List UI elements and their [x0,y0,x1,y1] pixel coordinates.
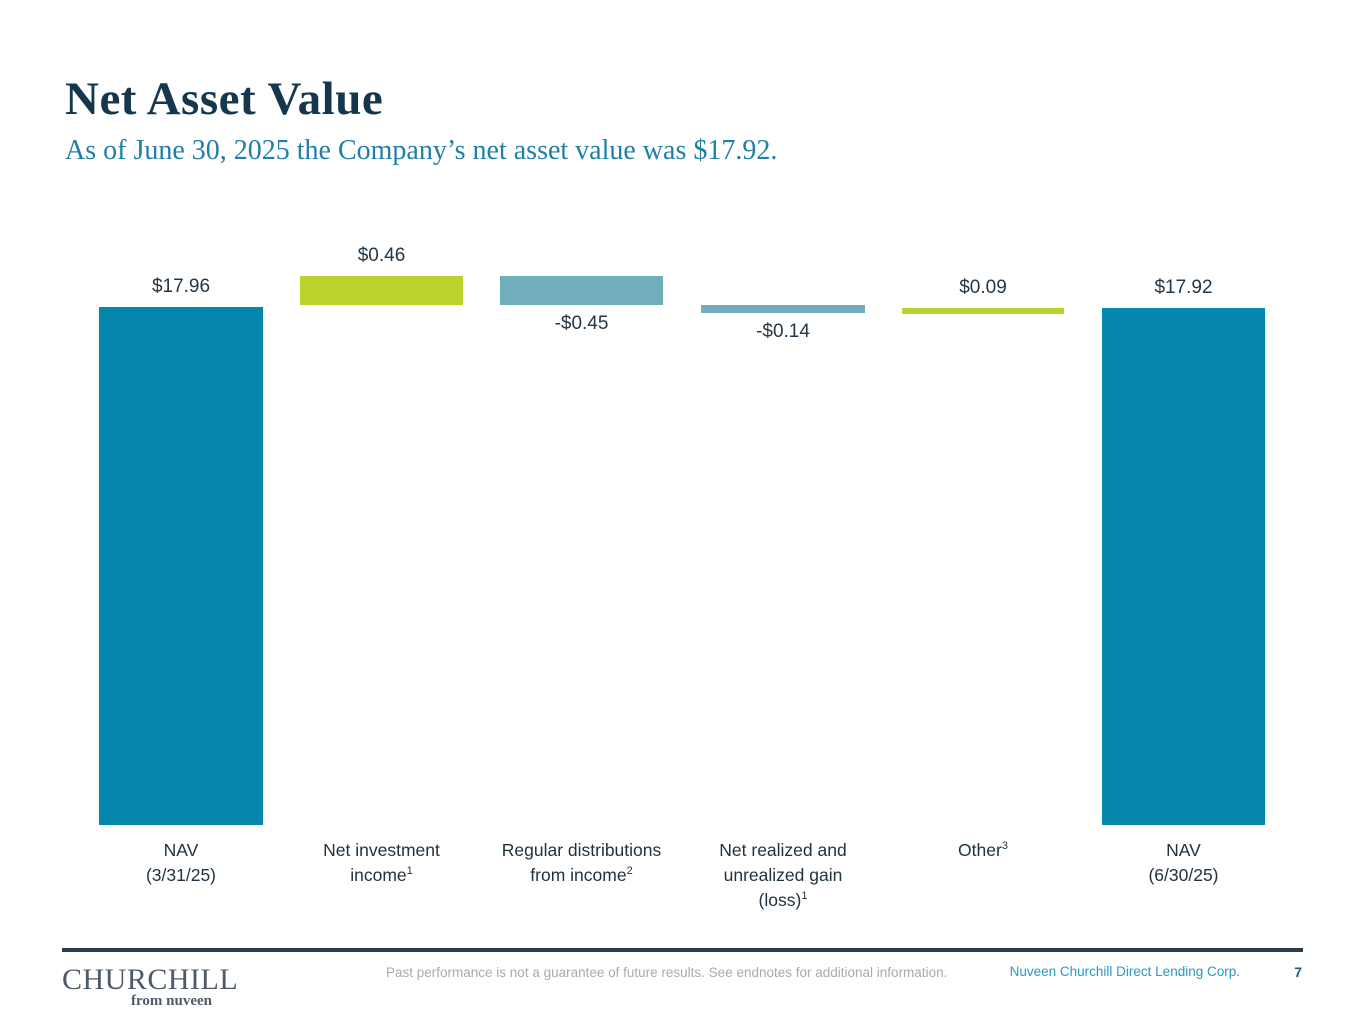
page-subtitle: As of June 30, 2025 the Company’s net as… [65,135,778,166]
waterfall-bar-other [902,308,1064,314]
churchill-logo-tagline: from nuveen [131,993,212,1009]
footer-company-name: Nuveen Churchill Direct Lending Corp. [1009,964,1240,979]
waterfall-bar-net-investment-income [300,276,463,305]
page-number: 7 [1294,964,1302,980]
bar-value-label-nav-start: $17.96 [151,276,211,297]
bar-category-label-regular-distributions: Regular distributions from income2 [501,840,662,885]
footer-divider [62,948,1303,952]
waterfall-bar-nav-end [1102,308,1265,825]
bar-category-label-nav-end: NAV (6/30/25) [1148,840,1219,885]
waterfall-bar-net-realized-unrealized [701,305,865,313]
bar-category-label-net-realized-unrealized: Net realized and unrealized gain (loss)1 [719,840,847,910]
waterfall-bar-regular-distributions [500,276,663,305]
waterfall-bar-nav-start [99,307,263,825]
bar-value-label-net-investment-income: $0.46 [357,245,406,266]
footer-disclaimer: Past performance is not a guarantee of f… [386,965,948,980]
churchill-logo-wordmark: CHURCHILL [62,963,239,996]
page-title: Net Asset Value [65,73,384,125]
bar-value-label-other: $0.09 [959,277,1007,298]
bar-value-label-regular-distributions: -$0.45 [554,313,609,334]
churchill-logo: CHURCHILL from nuveen [62,963,239,1010]
bar-category-label-nav-start: NAV (3/31/25) [145,840,217,885]
bar-value-label-net-realized-unrealized: -$0.14 [756,321,810,342]
bar-category-label-other: Other3 [958,840,1008,860]
bar-category-label-net-investment-income: Net investment income1 [323,840,440,885]
bar-value-label-nav-end: $17.92 [1154,277,1213,298]
